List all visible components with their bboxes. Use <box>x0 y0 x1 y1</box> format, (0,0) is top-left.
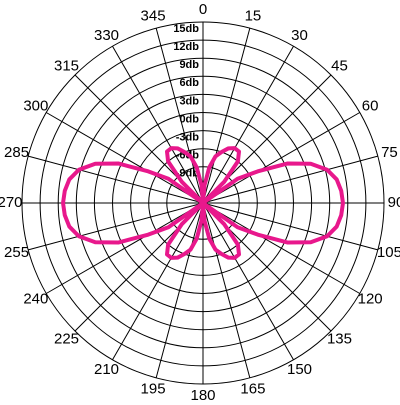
angle-label: 45 <box>331 57 348 74</box>
pattern-line <box>61 146 345 260</box>
angle-label: 240 <box>23 290 48 307</box>
angle-label: 255 <box>4 244 29 261</box>
spoke <box>202 112 361 204</box>
spoke <box>112 45 204 204</box>
spoke <box>202 45 294 204</box>
angle-label: 120 <box>358 290 383 307</box>
angle-label: 270 <box>0 194 23 211</box>
spoke <box>202 202 251 378</box>
r-tick-label: 0db <box>179 113 199 125</box>
angle-label: 105 <box>377 244 400 261</box>
spoke <box>202 202 294 361</box>
angle-label: 30 <box>291 27 308 44</box>
angle-label: 180 <box>190 387 215 400</box>
angle-label: 90 <box>388 194 400 211</box>
angle-label: 75 <box>381 144 398 161</box>
angle-label: 195 <box>141 380 166 397</box>
angle-label: 285 <box>4 144 29 161</box>
angle-label: 330 <box>94 27 119 44</box>
r-tick-label: 15db <box>173 23 199 35</box>
r-tick-label: 12db <box>173 41 199 53</box>
r-tick-label: 9db <box>179 59 199 71</box>
angle-label: 315 <box>54 57 79 74</box>
spoke <box>45 112 204 204</box>
r-tick-label: -9db <box>176 168 200 180</box>
r-tick-label: -3db <box>176 132 200 144</box>
spoke <box>155 202 204 378</box>
angle-label: 165 <box>240 380 265 397</box>
spoke <box>155 28 204 204</box>
angle-label: 300 <box>23 97 48 114</box>
r-tick-label: 6db <box>179 77 199 89</box>
spoke <box>28 155 204 204</box>
spoke <box>202 155 378 204</box>
spoke <box>202 28 251 204</box>
spoke <box>202 202 361 294</box>
angle-label: 150 <box>287 361 312 378</box>
spoke <box>112 202 204 361</box>
spoke <box>28 202 204 251</box>
spoke <box>202 202 378 251</box>
angle-label: 60 <box>362 97 379 114</box>
angle-label: 210 <box>94 361 119 378</box>
angle-label: 135 <box>327 330 352 347</box>
spoke <box>45 202 204 294</box>
r-tick-label: 3db <box>179 95 199 107</box>
angle-label: 15 <box>245 8 262 25</box>
angle-label: 345 <box>141 8 166 25</box>
angle-label: 0 <box>199 1 207 18</box>
angle-label: 225 <box>54 330 79 347</box>
